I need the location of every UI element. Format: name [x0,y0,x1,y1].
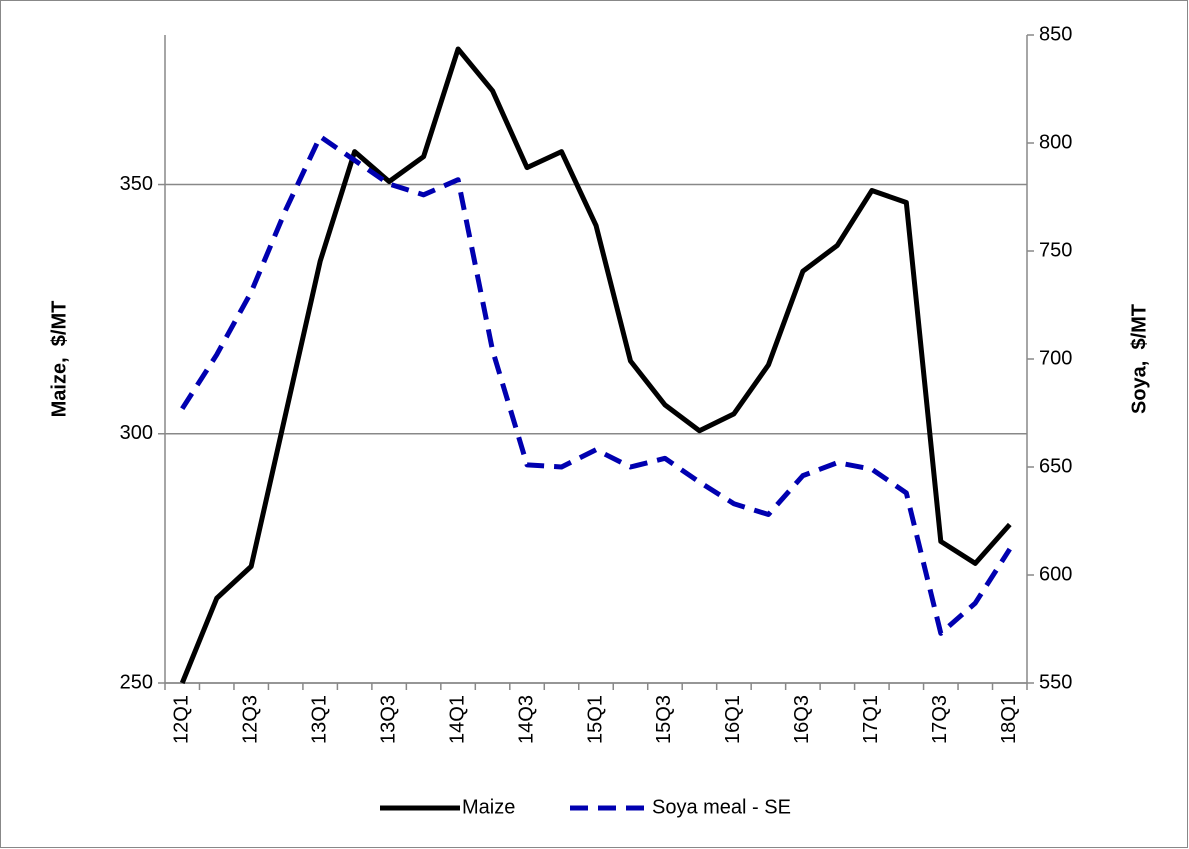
x-tick-label: 15Q1 [584,695,606,744]
x-tick-label: 16Q3 [791,695,813,744]
x-tick-label: 14Q3 [515,695,537,744]
series-line [179,46,1012,684]
legend-label: Soya meal - SE [652,796,791,818]
y2-tick-label: 550 [1039,671,1072,693]
y2-tick-label: 750 [1039,239,1072,261]
x-tick-label: 15Q3 [653,695,675,744]
x-tick-label: 16Q1 [722,695,744,744]
y-tick-label: 300 [120,422,153,444]
y-tick-label: 250 [120,671,153,693]
y2-tick-label: 800 [1039,131,1072,153]
y-axis-label: Maize, $/MT [48,301,70,418]
y2-tick-label: 850 [1039,23,1072,45]
y2-tick-label: 700 [1039,347,1072,369]
y2-tick-label: 600 [1039,563,1072,585]
x-tick-label: 13Q3 [377,695,399,744]
y2-axis-label: Soya, $/MT [1128,304,1150,414]
x-tick-label: 12Q1 [171,695,193,744]
x-tick-label: 13Q1 [308,695,330,744]
y-tick-label: 350 [120,173,153,195]
legend-label: Maize [462,796,515,818]
x-tick-label: 17Q1 [860,695,882,744]
x-tick-label: 12Q3 [239,695,261,744]
y2-tick-label: 650 [1039,455,1072,477]
x-tick-label: 18Q1 [998,695,1020,744]
x-tick-label: 14Q1 [446,695,468,744]
x-tick-label: 17Q3 [929,695,951,744]
